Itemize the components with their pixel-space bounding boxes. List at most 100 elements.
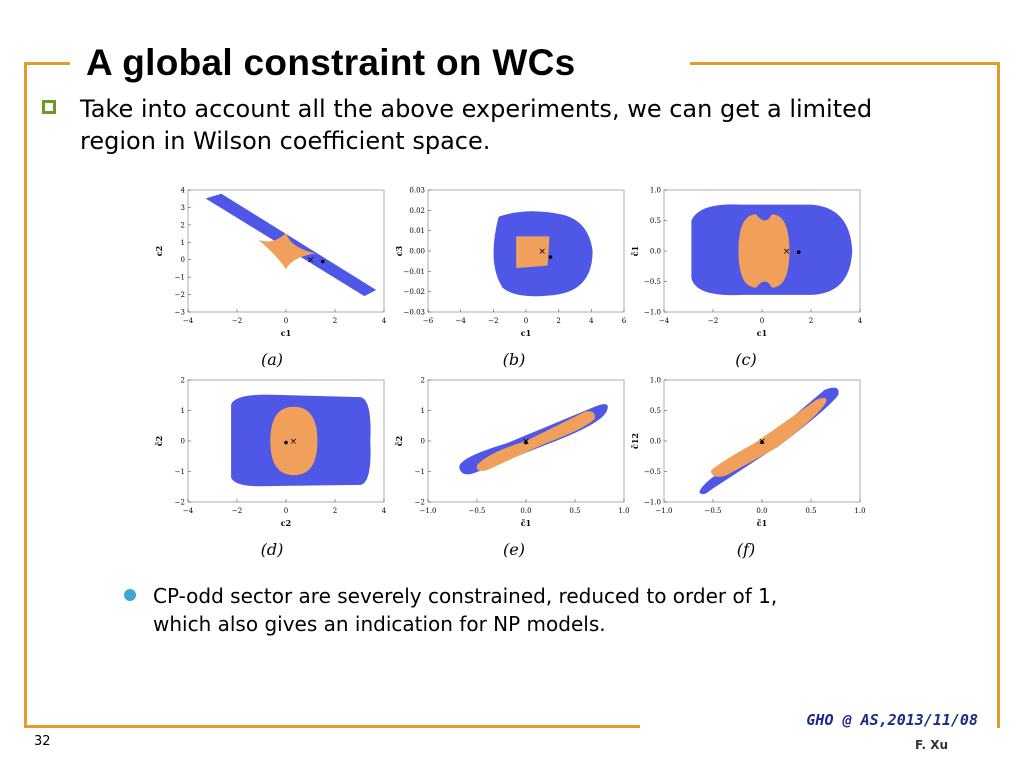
y-tick-label: 4	[181, 187, 186, 195]
y-tick-label: −1.0	[644, 309, 661, 317]
x-tick-label: −4	[183, 317, 194, 325]
cross-marker: ×	[539, 247, 547, 257]
x-tick-label: 6	[622, 317, 627, 325]
main-bullet-line-2: region in Wilson coefficient space.	[80, 127, 491, 155]
y-tick-label: −0.5	[644, 468, 661, 476]
y-axis-label: c2	[154, 246, 164, 256]
sub-bullet-text: CP-odd sector are severely constrained, …	[153, 582, 953, 638]
footer-author: F. Xu	[915, 738, 948, 752]
x-tick-label: 4	[382, 317, 387, 325]
sub-bullet-line-1: CP-odd sector are severely constrained, …	[153, 584, 778, 608]
allowed-region-orange	[270, 406, 318, 476]
x-tick-label: −1.0	[420, 507, 437, 515]
allowed-region-orange	[258, 232, 316, 270]
caption-d: (d)	[260, 540, 284, 559]
dot-marker	[796, 250, 801, 255]
caption-f: (f)	[736, 540, 756, 559]
cross-marker: ×	[290, 437, 298, 447]
x-tick-label: 2	[809, 317, 813, 325]
chart-c: −4 −2 0 2 4 1.0 0.5 0.0 −0.5 −1.0 c1 c̃1 ×	[630, 187, 863, 339]
allowed-region-orange	[516, 236, 550, 269]
y-tick-label: 1	[181, 239, 185, 247]
x-tick-label: 0.5	[805, 507, 816, 515]
y-tick-label: −2	[175, 291, 185, 299]
allowed-region-orange	[476, 411, 595, 471]
y-tick-label: −1	[175, 274, 185, 282]
caption-a: (a)	[260, 350, 284, 369]
x-tick-label: 0	[284, 507, 288, 515]
dot-marker	[524, 440, 528, 445]
x-tick-label: 0	[760, 317, 764, 325]
dot-marker	[548, 255, 553, 259]
y-tick-label: 1	[421, 407, 425, 415]
y-tick-label: 0	[181, 438, 185, 446]
x-tick-label: −2	[708, 317, 718, 325]
y-tick-label: 3	[181, 204, 185, 212]
cross-marker: ×	[307, 256, 315, 266]
y-tick-label: −1.0	[644, 499, 661, 507]
y-tick-label: 0	[421, 438, 425, 446]
x-tick-label: −2	[232, 507, 242, 515]
x-tick-label: −1.0	[656, 507, 673, 515]
allowed-region-orange	[711, 397, 827, 477]
sub-bullet-line-2: which also gives an indication for NP mo…	[153, 612, 606, 636]
y-tick-label: −1	[175, 468, 185, 476]
y-axis-label: c3	[394, 245, 404, 256]
x-tick-label: 0.0	[756, 507, 767, 515]
panel-b: −6 −4 −2 0 2 4 6 0.03 0.02 0.01 0.00 −0.01 −0.02 −0.0…	[390, 182, 630, 370]
caption-c: (c)	[735, 350, 757, 369]
x-tick-label: 2	[333, 317, 337, 325]
page-number: 32	[34, 734, 51, 749]
x-tick-label: 2	[556, 317, 560, 325]
x-tick-label: 1.0	[618, 507, 629, 515]
main-bullet-line-1: Take into account all the above experime…	[80, 95, 873, 123]
y-tick-label: −0.5	[644, 278, 661, 286]
y-tick-label: −3	[175, 309, 185, 317]
x-axis-label: c̃1	[757, 518, 767, 528]
y-tick-label: 2	[181, 377, 185, 385]
y-tick-label: 0.0	[650, 438, 661, 446]
x-tick-label: −0.5	[469, 507, 486, 515]
x-tick-label: −6	[423, 317, 434, 325]
y-tick-label: 0.5	[650, 407, 661, 415]
x-tick-label: 0.0	[520, 507, 531, 515]
y-tick-label: 0.02	[409, 207, 425, 215]
y-tick-label: 1	[181, 407, 185, 415]
round-bullet-icon	[124, 589, 136, 601]
y-tick-label: −0.03	[404, 309, 425, 317]
x-tick-label: 0	[524, 317, 528, 325]
chart-b: −6 −4 −2 0 2 4 6 0.03 0.02 0.01 0.00 −0.01 −0.02 −0.0…	[394, 187, 627, 339]
y-axis-label: c̃1	[630, 246, 640, 256]
y-tick-label: 0.00	[409, 248, 425, 256]
y-tick-label: 0.01	[409, 227, 425, 235]
x-tick-label: 0	[284, 317, 288, 325]
dot-marker	[760, 440, 764, 445]
slide-title: A global constraint on WCs	[86, 42, 576, 83]
frame-right	[997, 62, 1000, 728]
y-tick-label: 1.0	[650, 187, 661, 195]
panel-d: −4 −2 0 2 4 2 1 0 −1 −2 c2 c̃2 × (d)	[150, 372, 390, 560]
x-tick-label: 2	[333, 507, 337, 515]
x-tick-label: −4	[183, 507, 194, 515]
y-axis-label: c̃12	[630, 433, 640, 449]
y-tick-label: 0.0	[650, 248, 661, 256]
y-axis-label: c̃2	[154, 436, 164, 446]
y-tick-label: 0.5	[650, 217, 661, 225]
y-tick-label: −1	[415, 468, 425, 476]
x-axis-label: c̃1	[521, 518, 531, 528]
x-axis-label: c1	[757, 328, 767, 338]
dot-marker	[284, 440, 288, 445]
x-tick-label: −2	[232, 317, 242, 325]
y-axis-label: c̃2	[394, 436, 404, 446]
allowed-region-orange	[738, 214, 790, 288]
x-axis-label: c1	[281, 328, 291, 338]
x-tick-label: 1.0	[854, 507, 865, 515]
caption-b: (b)	[502, 350, 526, 369]
y-tick-label: −2	[415, 499, 425, 507]
main-bullet-text: Take into account all the above experime…	[80, 93, 980, 157]
x-tick-label: −4	[659, 317, 670, 325]
frame-top-left	[24, 62, 70, 65]
x-tick-label: 4	[858, 317, 863, 325]
